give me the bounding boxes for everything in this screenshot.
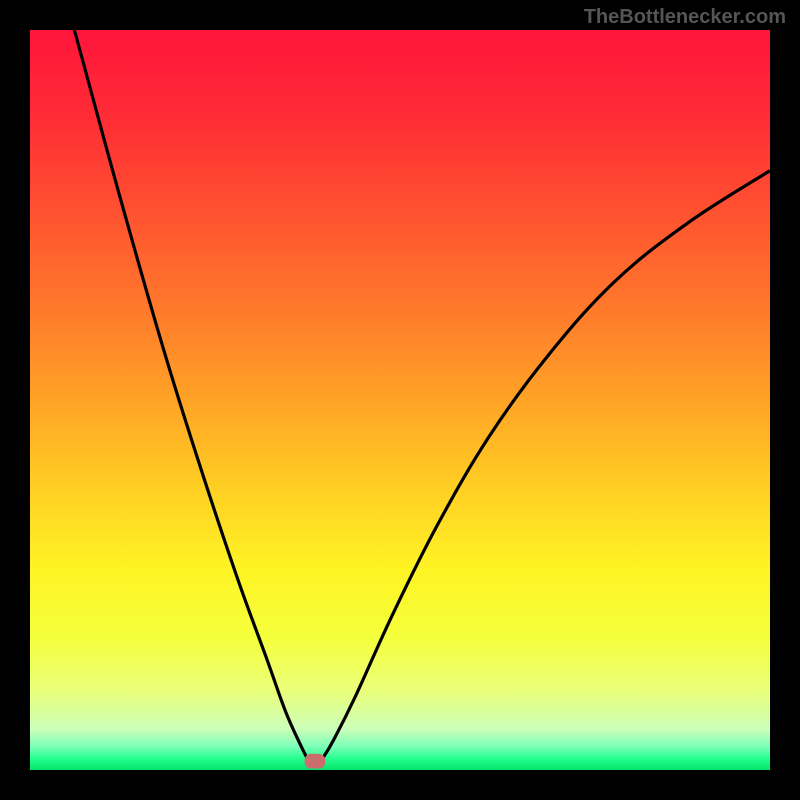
plot-area — [30, 30, 770, 770]
watermark-text: TheBottlenecker.com — [584, 6, 786, 29]
curve-right-branch — [322, 171, 770, 759]
chart-container: TheBottlenecker.com — [0, 0, 800, 800]
curve-left-branch — [74, 30, 307, 759]
curve-layer — [30, 30, 770, 770]
minimum-marker — [305, 754, 326, 769]
